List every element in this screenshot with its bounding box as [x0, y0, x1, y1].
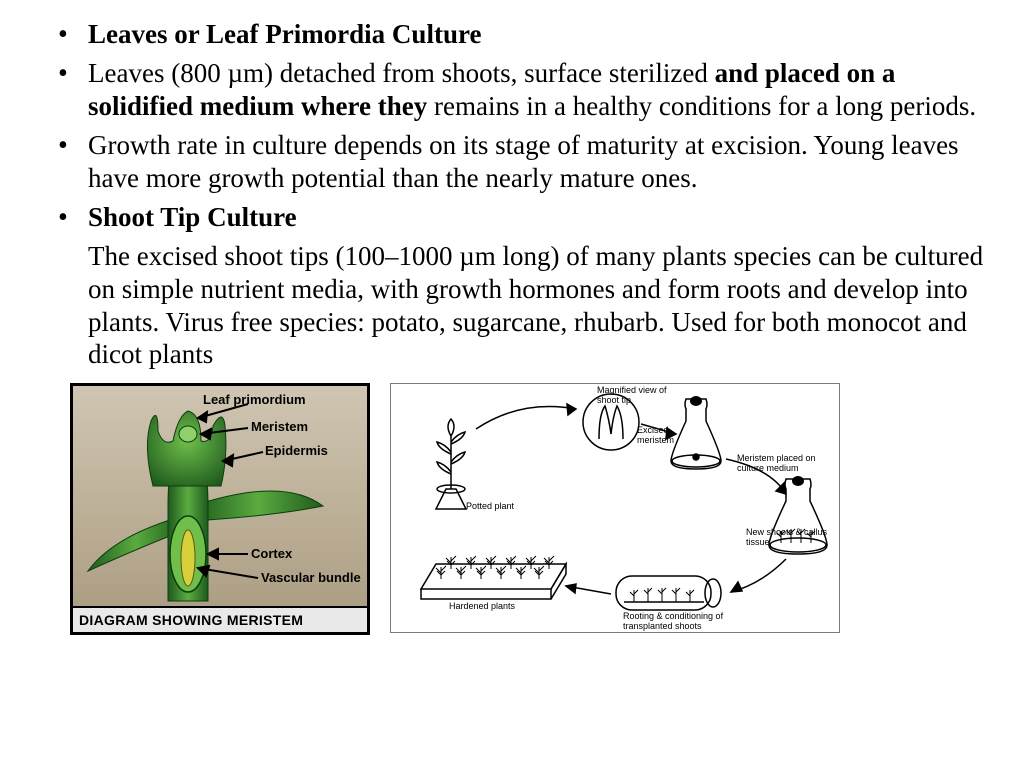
bullet-2: Leaves (800 µm) detached from shoots, su… — [84, 57, 984, 123]
bullet-2-post: remains in a healthy conditions for a lo… — [427, 91, 976, 121]
label-vascular: Vascular bundle — [261, 570, 361, 585]
plabel-excised: Excised meristem — [637, 426, 683, 445]
bullet-5-text: The excised shoot tips (100–1000 µm long… — [88, 241, 983, 370]
bullet-4-text: Shoot Tip Culture — [88, 202, 297, 232]
label-leaf-primordium: Leaf primordium — [203, 392, 306, 407]
bullet-1-text: Leaves or Leaf Primordia Culture — [88, 19, 481, 49]
bullet-1: Leaves or Leaf Primordia Culture — [84, 18, 984, 51]
bullet-4: Shoot Tip Culture — [84, 201, 984, 234]
bullet-3: Growth rate in culture depends on its st… — [84, 129, 984, 195]
plabel-newshoots: New shoots & callus tissue — [746, 528, 836, 547]
label-meristem: Meristem — [251, 419, 308, 434]
plabel-rooting: Rooting & conditioning of transplanted s… — [623, 612, 743, 631]
figure-meristem: Leaf primordium Meristem Epidermis Corte… — [70, 383, 370, 635]
label-cortex: Cortex — [251, 546, 292, 561]
bullet-5: The excised shoot tips (100–1000 µm long… — [84, 240, 984, 372]
plabel-potted: Potted plant — [466, 502, 514, 511]
bullet-list: Leaves or Leaf Primordia Culture Leaves … — [40, 18, 984, 371]
figures-row: Leaf primordium Meristem Epidermis Corte… — [40, 383, 984, 635]
plabel-magnified: Magnified view of shoot tip — [597, 386, 677, 405]
label-epidermis: Epidermis — [265, 443, 328, 458]
plabel-placed: Meristem placed on culture medium — [737, 454, 837, 473]
bullet-3-text: Growth rate in culture depends on its st… — [88, 130, 959, 193]
process-svg — [391, 384, 841, 634]
meristem-canvas: Leaf primordium Meristem Epidermis Corte… — [73, 386, 367, 606]
meristem-caption: DIAGRAM SHOWING MERISTEM — [73, 606, 367, 632]
plabel-hardened: Hardened plants — [449, 602, 515, 611]
bullet-2-pre: Leaves (800 µm) detached from shoots, su… — [88, 58, 715, 88]
slide-root: Leaves or Leaf Primordia Culture Leaves … — [0, 0, 1024, 645]
figure-process: Potted plant Magnified view of shoot tip… — [390, 383, 840, 633]
